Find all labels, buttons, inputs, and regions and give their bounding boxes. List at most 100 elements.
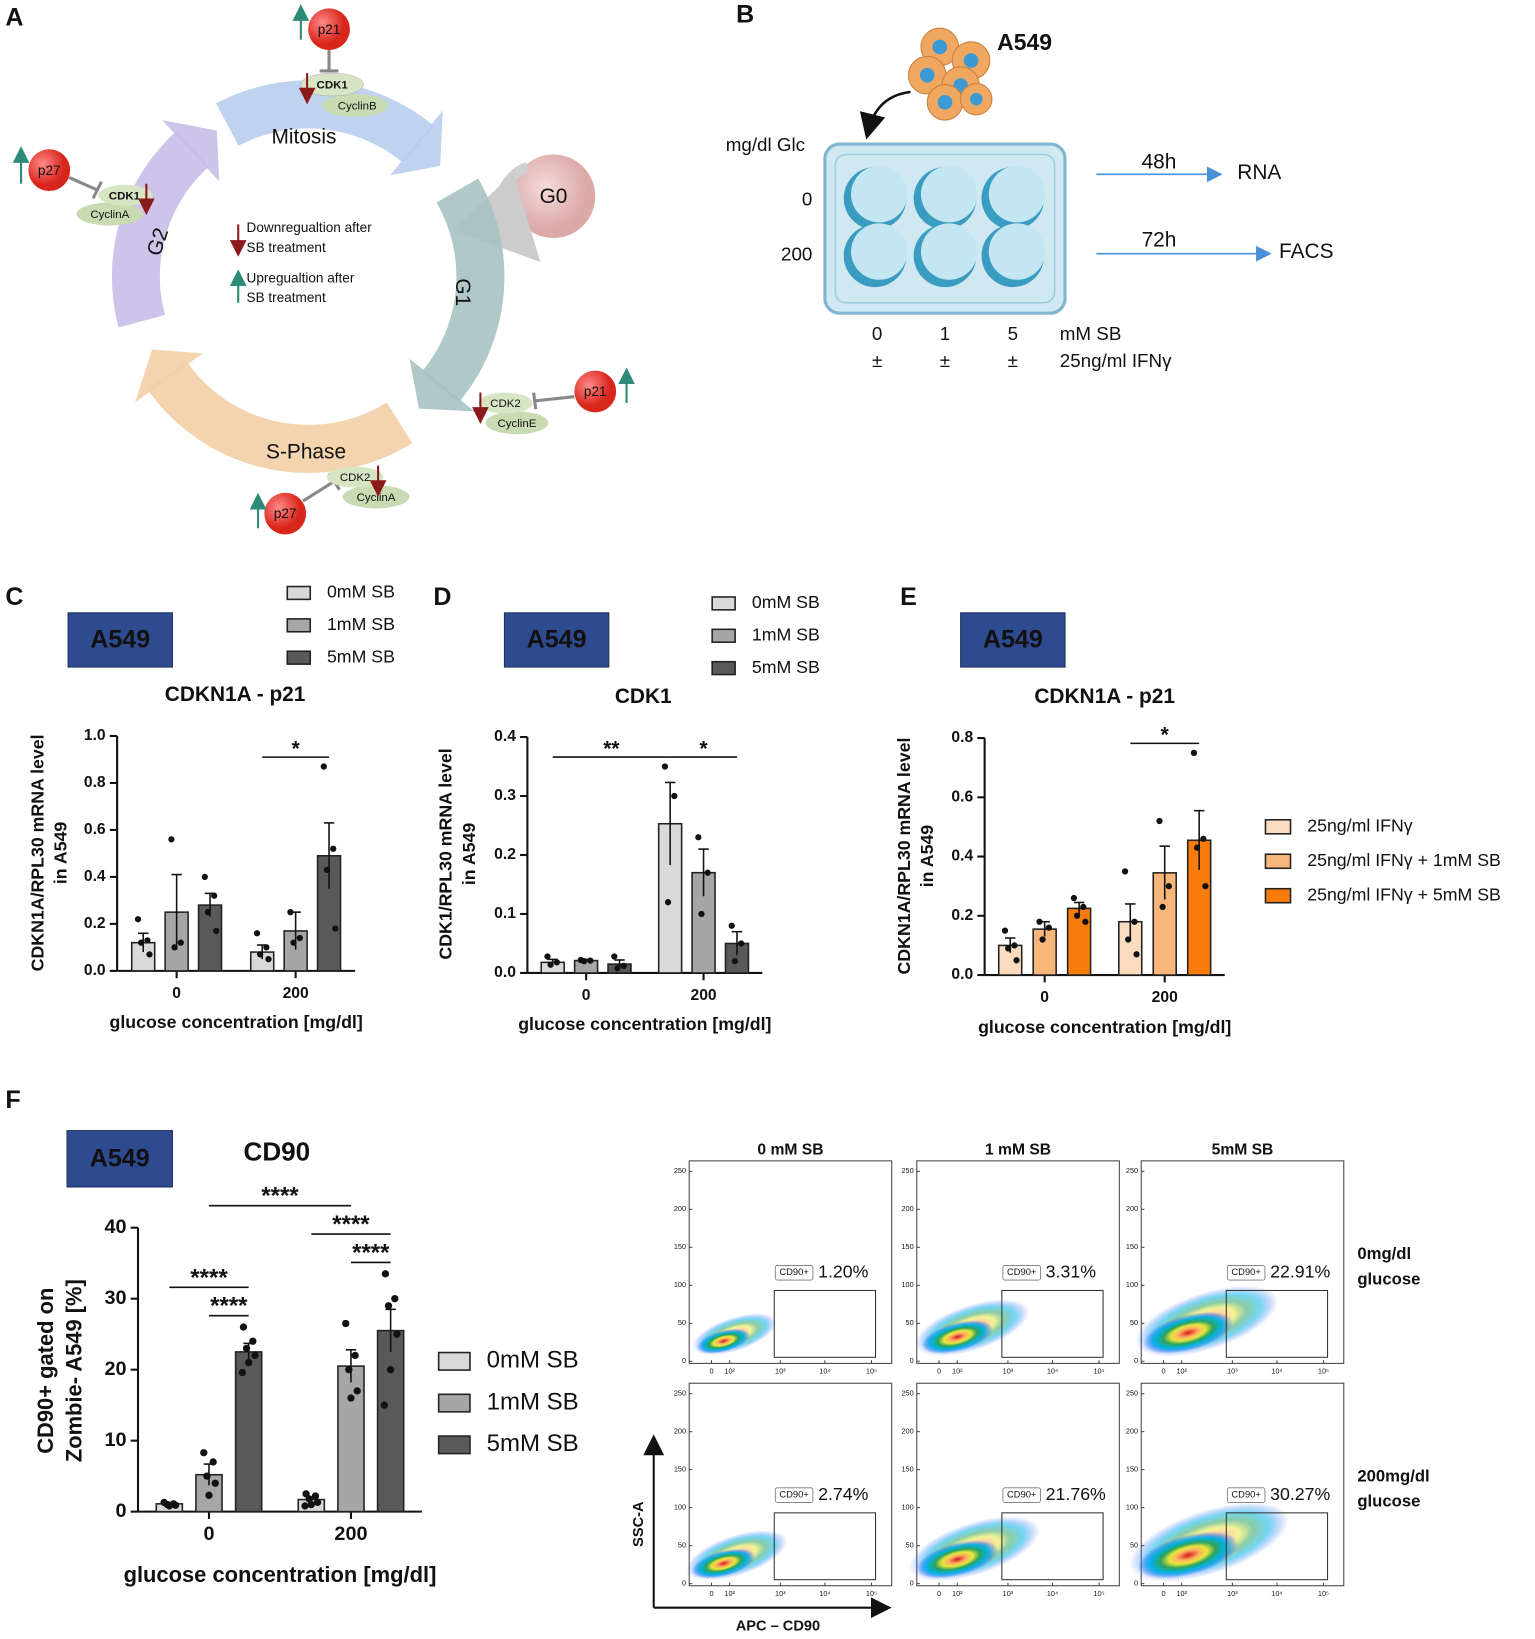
y-tick-label: 0.8 [84,774,106,791]
row-label: 200 [781,244,812,265]
inhibition-line [68,176,98,192]
significance-label: * [292,737,301,760]
ifn-label: 25ng/ml IFNγ [1060,350,1172,371]
data-point [205,1491,213,1499]
legend-swatch [1264,853,1292,870]
y-tick-label: 100 [1126,1280,1138,1289]
gate-label: CD90+ [1231,1266,1261,1277]
legend-swatch [711,660,736,676]
data-point [345,1366,353,1374]
x-tick-label: 0 [709,1367,713,1376]
data-point [620,962,627,970]
y-tick-label: 150 [674,1242,686,1251]
gate [1225,1512,1329,1581]
y-tick-label: 0.6 [84,821,106,838]
x-tick-label: 10² [1176,1589,1187,1598]
data-point [1070,894,1078,902]
setup-diagram: A549 mg/dl Glc 0 200 48h RNA 72h FACS 0 … [726,27,1334,371]
readout-time: 72h [1142,229,1177,252]
data-point [386,1366,395,1374]
gate-tag [774,1265,814,1281]
data-point [1073,912,1081,919]
y-tick-label: 20 [104,1358,126,1380]
x-tick-label: 10³ [1227,1589,1238,1598]
data-point [1202,883,1209,890]
x-tick-label: 0 [203,1523,214,1545]
chart-title: CDKN1A - p21 [165,683,306,706]
gate-label: CD90+ [1231,1489,1261,1500]
data-point [239,1323,248,1331]
inhibitor [264,492,307,535]
significance-label: ** [603,737,620,760]
x-tick-label: 0 [1040,989,1049,1006]
bar [337,1365,365,1513]
data-point [144,937,151,944]
x-tick-label: 10⁵ [1318,1589,1329,1598]
x-tick-label: 0 [937,1367,941,1376]
gate-tag [1002,1265,1041,1281]
y-tick-label: 100 [1126,1503,1138,1512]
readout-assay: FACS [1279,240,1333,263]
y-tick-label: 150 [1126,1465,1138,1474]
y-axis-label: CDKN1A/RPL30 mRNA level [894,738,914,975]
x-tick-label: 10⁴ [1271,1589,1282,1598]
x-tick-label: 10⁴ [819,1367,830,1376]
badge-label: A549 [983,626,1043,654]
data-point [347,1394,355,1402]
x-tick-label: 200 [334,1523,367,1545]
panel-label: E [900,583,917,611]
bar [234,1351,263,1513]
density-core [697,1328,750,1354]
y-tick-label: 0.6 [951,788,973,805]
gate [1225,1289,1329,1358]
data-point [698,910,705,918]
cyclin-label: CyclinA [357,492,396,504]
y-tick-label: 250 [674,1389,686,1398]
y-tick-label: 50 [1130,1318,1138,1327]
legend-label: 5mM SB [327,646,395,666]
y-tick-label: 40 [104,1216,126,1238]
y-tick-label: 150 [901,1465,913,1474]
data-point [307,1500,315,1509]
y-tick-label: 200 [901,1427,913,1436]
data-point [330,845,337,852]
row-label: glucose [1357,1269,1420,1288]
y-tick-label: 0 [910,1579,914,1588]
data-point [1133,951,1140,958]
gate-percentage: 1.20% [818,1261,869,1281]
data-point [381,1270,390,1278]
x-axis-label: glucose concentration [mg/dl] [124,1562,437,1587]
y-tick-label: 0.4 [951,848,973,865]
data-point [209,1458,217,1466]
significance-label: **** [332,1211,370,1238]
x-tick-label: 0 [937,1589,941,1598]
y-axis-label: SSC-A [631,1501,647,1547]
cdk-label: CDK2 [490,398,521,410]
x-tick-label: 10⁵ [866,1589,877,1598]
legend-swatch [711,596,736,611]
y-tick-label: 200 [1126,1427,1138,1436]
data-point [211,892,218,899]
y-tick-label: 0.1 [494,905,516,922]
x-tick-label: 200 [691,987,717,1004]
data-point [257,951,264,958]
data-point [211,1479,219,1487]
x-tick-label: 0 [709,1589,713,1598]
data-point [731,958,739,965]
data-point [611,953,618,960]
y-tick-label: 200 [674,1427,686,1436]
data-point [290,939,297,946]
y-tick-label: 0 [682,1579,686,1588]
data-point [146,951,153,958]
inhibitor [574,370,617,413]
cdk-label: CDK2 [340,472,371,484]
row-label: glucose [1357,1492,1420,1511]
x-axis-label: glucose concentration [mg/dl] [518,1014,771,1034]
cyclin [76,202,144,226]
g0-arrow [452,162,541,263]
density-core [921,1320,994,1354]
legend-swatch [286,650,312,665]
data-point [695,834,702,841]
y-tick-label: 0.8 [951,729,973,746]
